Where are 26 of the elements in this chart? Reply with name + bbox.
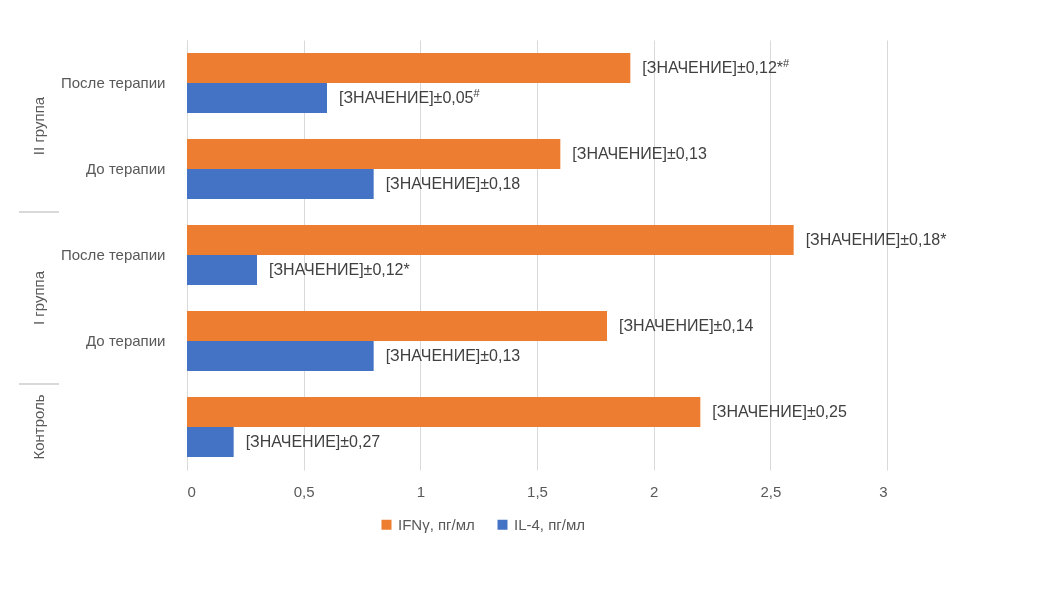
x-tick-label: 1,5	[527, 482, 548, 500]
text: I группа	[30, 270, 47, 326]
legend-label: IFNγ, пг/мл	[398, 515, 475, 533]
annotation: [ЗНАЧЕНИЕ]±0,25	[712, 402, 847, 420]
x-tick-label: 0	[187, 482, 196, 500]
y-tick-label: После терапии	[61, 74, 166, 91]
annotation: [ЗНАЧЕНИЕ]±0,18*	[805, 230, 947, 248]
y-tick-label: До терапии	[86, 160, 166, 177]
legend-label: IL-4, пг/мл	[514, 515, 586, 533]
x-tick-label: 1	[416, 482, 426, 500]
x-tick-label: 0,5	[293, 482, 315, 500]
x-tick-label: 3	[879, 482, 888, 500]
text: Контроль	[30, 394, 47, 460]
y-tick-label: После терапии	[61, 246, 166, 263]
annotation: [ЗНАЧЕНИЕ]±0,27	[245, 433, 381, 451]
text: II группа	[30, 96, 47, 156]
annotation: [ЗНАЧЕНИЕ]±0,18	[385, 175, 521, 193]
annotation: [ЗНАЧЕНИЕ]±0,13	[385, 347, 521, 365]
x-tick-label: 2,5	[760, 482, 782, 500]
y-tick-label: До терапии	[86, 332, 166, 349]
x-tick-label: 2	[649, 482, 659, 500]
annotation: [ЗНАЧЕНИЕ]±0,05$^{#}$	[339, 87, 481, 107]
annotation: [ЗНАЧЕНИЕ]±0,13	[572, 144, 707, 162]
annotation: [ЗНАЧЕНИЕ]±0,12*$^{#}$	[642, 56, 791, 76]
annotation: [ЗНАЧЕНИЕ]±0,14	[619, 316, 754, 334]
annotation: [ЗНАЧЕНИЕ]±0,12*	[269, 261, 410, 279]
